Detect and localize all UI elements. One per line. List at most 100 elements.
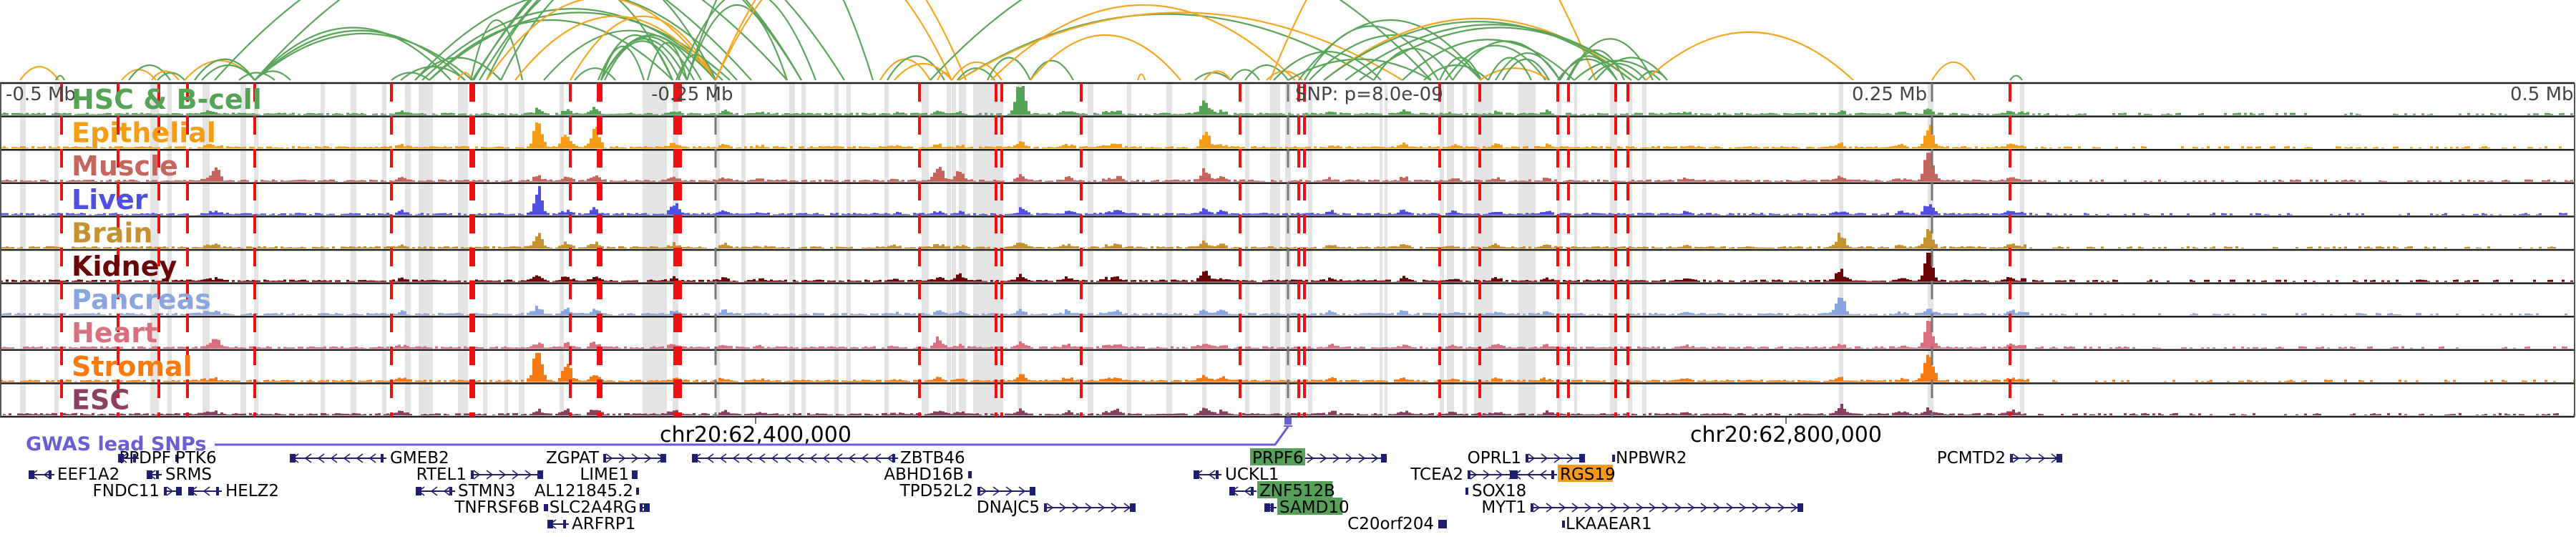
strand-arrow-icon <box>605 453 613 463</box>
gene-label[interactable]: SLC2A4RG <box>550 498 637 517</box>
chromatin-loop-arc <box>951 61 1002 81</box>
gene-label[interactable]: AL121845.2 <box>535 482 633 500</box>
gene-al121845-2[interactable]: AL121845.2 <box>535 482 639 500</box>
gene-label[interactable]: PRPF6 <box>1252 449 1304 468</box>
gene-exon <box>1381 454 1387 463</box>
gene-label[interactable]: TNFRSF6B <box>454 498 540 517</box>
gene-arfrp1[interactable]: ARFRP1 <box>547 515 635 533</box>
gene-exon <box>644 503 650 512</box>
gene-znf512b[interactable]: ZNF512B <box>1229 481 1335 500</box>
gene-label[interactable]: SAMD10 <box>1279 498 1350 517</box>
gene-rtel1[interactable]: RTEL1 <box>416 465 543 484</box>
chromatin-loop-arc <box>1645 31 1854 81</box>
gene-label[interactable]: FNDC11 <box>93 482 160 500</box>
gene-label[interactable]: ZNF512B <box>1259 482 1335 500</box>
chromatin-loop-arc <box>1495 52 1561 81</box>
gene-label[interactable]: DNAJC5 <box>977 498 1040 517</box>
gene-samd10[interactable]: SAMD10 <box>1264 498 1350 517</box>
gene-label[interactable]: PTK6 <box>175 449 217 468</box>
strand-arrow-icon <box>1687 503 1695 513</box>
gene-label[interactable]: RTEL1 <box>416 465 467 484</box>
strand-arrow-icon <box>166 486 174 496</box>
gene-label[interactable]: NPBWR2 <box>1616 449 1687 468</box>
gene-lime1[interactable]: LIME1 <box>580 465 638 484</box>
signal-peaks <box>0 228 2576 248</box>
strand-arrow-icon <box>1244 486 1252 496</box>
gene-uckl1[interactable]: UCKL1 <box>1194 465 1279 484</box>
gene-prpf6[interactable]: PRPF6 <box>1250 448 1387 468</box>
gene-rgs19[interactable]: RGS19 <box>1512 465 1616 484</box>
axis-label-right-quarter: 0.25 Mb <box>1852 84 1927 105</box>
gwas-track-label: GWAS lead SNPs <box>26 433 206 455</box>
chromatin-loop-arc <box>400 66 466 81</box>
gene-label[interactable]: EEF1A2 <box>57 465 119 484</box>
gene-label[interactable]: MYT1 <box>1481 498 1526 517</box>
gene-label[interactable]: HELZ2 <box>225 482 279 500</box>
gene-srms[interactable]: SRMS <box>147 465 212 484</box>
track-label: ESC <box>72 384 130 415</box>
gene-label[interactable]: SOX18 <box>1472 482 1526 500</box>
chromatin-loop-arc <box>1445 44 1546 81</box>
gene-eef1a2[interactable]: EEF1A2 <box>29 465 119 484</box>
gene-label[interactable]: ARFRP1 <box>572 515 635 533</box>
gene-label[interactable]: GMEB2 <box>390 449 449 468</box>
gene-label[interactable]: SRMS <box>165 465 212 484</box>
chromatin-loop-arc <box>1273 51 1382 81</box>
strand-arrow-icon <box>443 486 451 496</box>
gene-ptk6[interactable]: PTK6 <box>118 449 217 468</box>
gene-exon <box>1251 487 1254 495</box>
gene-helz2[interactable]: HELZ2 <box>188 482 279 500</box>
gene-label[interactable]: LKAAEAR1 <box>1566 515 1652 533</box>
strand-arrow-icon <box>631 453 639 463</box>
gene-exon <box>1030 487 1035 495</box>
strand-arrow-icon <box>330 453 338 463</box>
gene-c20orf204[interactable]: C20orf204 <box>1347 515 1447 533</box>
gene-pcmtd2[interactable]: PCMTD2 <box>1937 449 2062 468</box>
gene-gmeb2[interactable]: GMEB2 <box>290 449 449 468</box>
gene-stmn3[interactable]: STMN3 <box>416 482 515 500</box>
track-label: HSC & B-cell <box>72 84 262 115</box>
chromatin-loop-arc <box>543 29 716 81</box>
chromatin-loop-arc <box>686 4 789 81</box>
gene-exon <box>1441 520 1447 528</box>
strand-arrow-icon <box>2038 453 2046 463</box>
gwas-snp-marker[interactable] <box>1284 417 1292 425</box>
gene-label[interactable]: RGS19 <box>1560 465 1616 484</box>
gene-label[interactable]: OPRL1 <box>1468 449 1521 468</box>
gene-myt1[interactable]: MYT1 <box>1481 498 1803 517</box>
gene-slc2a4rg[interactable]: SLC2A4RG <box>550 498 650 517</box>
gene-exon <box>1612 455 1615 462</box>
gene-label[interactable]: TPD52L2 <box>899 482 973 500</box>
gene-label[interactable]: C20orf204 <box>1347 515 1434 533</box>
chromatin-loop-arc <box>1266 70 1303 81</box>
gene-sox18[interactable]: SOX18 <box>1465 482 1526 500</box>
gene-tpd52l2[interactable]: TPD52L2 <box>899 482 1035 500</box>
gene-fndc11[interactable]: FNDC11 <box>93 482 182 500</box>
gene-oprl1[interactable]: OPRL1 <box>1468 449 1585 468</box>
strand-arrow-icon <box>43 470 51 480</box>
gene-exon <box>449 487 452 495</box>
gene-label[interactable]: ZBTB46 <box>900 449 965 468</box>
gene-lkaaear1[interactable]: LKAAEAR1 <box>1562 515 1652 533</box>
gene-tnfrsf6b[interactable]: TNFRSF6B <box>454 498 548 517</box>
gene-exon <box>29 470 34 479</box>
gene-dnajc5[interactable]: DNAJC5 <box>977 498 1136 517</box>
gene-exon <box>1526 454 1528 463</box>
gene-label[interactable]: UCKL1 <box>1225 465 1279 484</box>
gene-label[interactable]: ZGPAT <box>546 449 600 468</box>
gene-label[interactable]: ABHD16B <box>884 465 964 484</box>
chromatin-loop-arc <box>157 72 185 81</box>
gene-label[interactable]: PCMTD2 <box>1937 449 2006 468</box>
chromatin-loop-arc <box>987 57 1031 81</box>
gene-abhd16b[interactable]: ABHD16B <box>884 465 972 484</box>
strand-arrow-icon <box>1790 503 1798 513</box>
gene-npbwr2[interactable]: NPBWR2 <box>1612 449 1687 468</box>
gene-label[interactable]: LIME1 <box>580 465 629 484</box>
gene-label[interactable]: STMN3 <box>458 482 515 500</box>
gene-zbtb46[interactable]: ZBTB46 <box>692 449 965 468</box>
gene-exon <box>1438 520 1441 528</box>
gene-label[interactable]: TCEA2 <box>1410 465 1463 484</box>
gene-zgpat[interactable]: ZGPAT <box>546 449 666 468</box>
chromatin-loop-arc <box>254 32 473 81</box>
chromatin-loop-arc <box>1559 55 1618 81</box>
